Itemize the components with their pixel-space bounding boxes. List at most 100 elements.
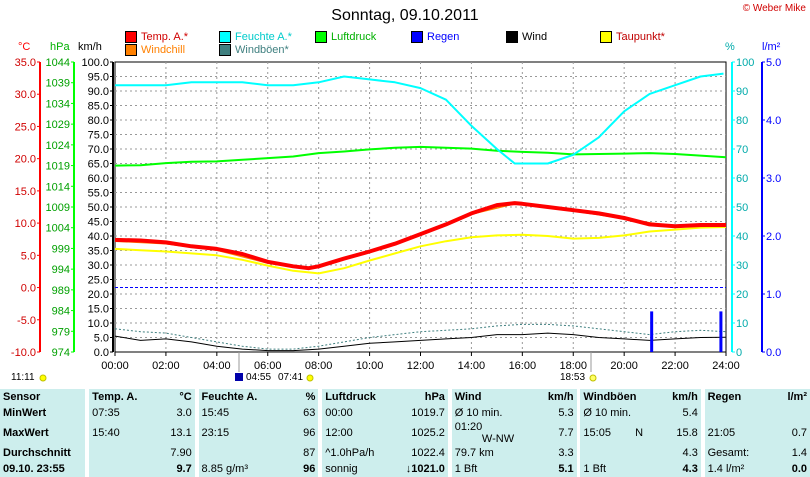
- stats-col-wind-unit: km/h: [517, 389, 577, 405]
- stats-cell-w_a: 79.7 km: [451, 445, 518, 461]
- sun-marker-set: [589, 374, 597, 382]
- legend-swatch: [125, 31, 137, 43]
- stats-wind-time: 01:20: [454, 421, 483, 433]
- stats-cell-t_time: 15:40: [89, 421, 150, 445]
- humidity-tick-label: 70: [736, 144, 748, 156]
- wind-tick-label: 80.0: [88, 115, 109, 127]
- humidity-tick-label: 50: [736, 202, 748, 214]
- x-tick-label: 20:00: [610, 360, 638, 372]
- rain-tick-label: 1.0: [766, 289, 781, 301]
- stats-col-rain-unit: l/m²: [764, 389, 810, 405]
- stats-cell-label: MinWert: [0, 405, 86, 421]
- x-tick-label: 06:00: [254, 360, 282, 372]
- wind-tick-label: 65.0: [88, 159, 109, 171]
- x-tick-label: 16:00: [509, 360, 537, 372]
- sunrise-icon: [235, 373, 243, 381]
- stats-cell-p_val: 1022.4: [387, 445, 448, 461]
- legend-label: Windchill: [141, 44, 186, 56]
- stats-col-wind: Wind: [451, 389, 518, 405]
- x-tick-label: 24:00: [712, 360, 740, 372]
- sun-marker-rise: [306, 374, 314, 382]
- wind-tick-label: 40.0: [88, 231, 109, 243]
- humidity-axis-unit: %: [725, 41, 735, 53]
- stats-col-gust: Windböen: [580, 389, 647, 405]
- x-tick-label: 08:00: [305, 360, 333, 372]
- legend-item: Feuchte A.*: [219, 31, 292, 43]
- humidity-tick-label: 60: [736, 173, 748, 185]
- weather-chart: -10.0 -5.0 0.0 5.0 10.0 15.0 20.0 25.0 30.0 35.0 9…: [11, 57, 781, 382]
- stats-cell-label: 09.10. 23:55: [0, 461, 86, 477]
- stats-col-gust-unit: km/h: [646, 389, 701, 405]
- stats-row: 09.10. 23:55 9.7 8.85 g/m³ 96 sonnig ↓1021.0 1…: [0, 461, 810, 477]
- legend-item: Windchill: [125, 44, 185, 56]
- wind-tick-label: 15.0: [88, 304, 109, 316]
- pressure-tick-label: 1014: [46, 181, 70, 193]
- stats-cell-w_a: 01:20 W-NW: [451, 421, 518, 445]
- pressure-tick-label: 1009: [46, 202, 70, 214]
- x-tick-label: 04:00: [203, 360, 231, 372]
- series-tempa: [114, 201, 726, 271]
- stats-cell-t_time: 07:35: [89, 405, 150, 421]
- temp-tick-label: 10.0: [15, 218, 36, 230]
- rain-bar: [719, 311, 723, 352]
- stats-cell-w_val: 5.1: [517, 461, 577, 477]
- stats-cell-g_val: 4.3: [646, 461, 701, 477]
- stats-cell-t_time: [89, 445, 150, 461]
- pressure-tick-label: 979: [52, 326, 70, 338]
- stats-cell-g_a: Ø 10 min.: [580, 405, 647, 421]
- legend-swatch: [600, 31, 612, 43]
- stats-cell-h_time: 23:15: [198, 421, 265, 445]
- temp-tick-label: 30.0: [15, 89, 36, 101]
- wind-tick-label: 90.0: [88, 86, 109, 98]
- legend-item: Luftdruck: [315, 31, 376, 43]
- legend-label: Feuchte A.*: [235, 31, 292, 43]
- series-luftdruck: [114, 145, 727, 167]
- stats-cell-h_time: [198, 445, 265, 461]
- legend-label: Windböen*: [235, 44, 289, 56]
- legend-label: Taupunkt*: [616, 31, 665, 43]
- rain-tick-label: 4.0: [766, 115, 781, 127]
- copyright-label: © Weber Mike: [742, 3, 806, 14]
- stats-cell-p_time: ^1.0hPa/h: [322, 445, 388, 461]
- x-tick-label: 22:00: [661, 360, 689, 372]
- wind-tick-label: 55.0: [88, 188, 109, 200]
- stats-cell-t_val: 13.1: [149, 421, 195, 445]
- stats-cell-t_time: [89, 461, 150, 477]
- pressure-tick-label: 994: [52, 264, 70, 276]
- humidity-tick-label: 30: [736, 260, 748, 272]
- stats-cell-label: MaxWert: [0, 421, 86, 445]
- legend-swatch: [219, 31, 231, 43]
- rain-tick-label: 5.0: [766, 57, 781, 69]
- legend-swatch: [315, 31, 327, 43]
- wind-tick-label: 0.0: [94, 347, 109, 359]
- wind-tick-label: 45.0: [88, 217, 109, 229]
- wind-tick-label: 100.0: [81, 57, 109, 69]
- stats-cell-p_val: 1025.2: [387, 421, 448, 445]
- x-tick-label: 00:00: [101, 360, 129, 372]
- stats-cell-r_val: 0.0: [764, 461, 810, 477]
- stats-cell-r_val: [764, 405, 810, 421]
- sun-marker-left: [39, 374, 47, 382]
- stats-cell-g_val: 15.8: [646, 421, 701, 445]
- legend-item: Wind: [506, 31, 547, 43]
- stats-cell-g_a: [580, 445, 647, 461]
- pressure-tick-label: 999: [52, 243, 70, 255]
- legend-item: Regen: [411, 31, 459, 43]
- stats-cell-h_val: 96: [264, 421, 319, 445]
- humidity-tick-label: 10: [736, 318, 748, 330]
- pressure-tick-label: 989: [52, 285, 70, 297]
- stats-gust-time: 15:05: [583, 427, 611, 439]
- stats-wind-dir: W-NW: [481, 433, 515, 445]
- stats-cell-p_val: ↓1021.0: [387, 461, 448, 477]
- stats-cell-t_val: 3.0: [149, 405, 195, 421]
- stats-col-hum: Feuchte A.: [198, 389, 265, 405]
- legend-label: Regen: [427, 31, 460, 43]
- legend-item: Windböen*: [219, 44, 289, 56]
- stats-cell-w_a: 1 Bft: [451, 461, 518, 477]
- legend-label: Temp. A.*: [141, 31, 189, 43]
- temp-tick-label: 0.0: [21, 283, 36, 295]
- stats-cell-h_time: 15:45: [198, 405, 265, 421]
- wind-tick-label: 50.0: [88, 202, 109, 214]
- stats-col-temp: Temp. A.: [89, 389, 150, 405]
- wind-tick-label: 95.0: [88, 72, 109, 84]
